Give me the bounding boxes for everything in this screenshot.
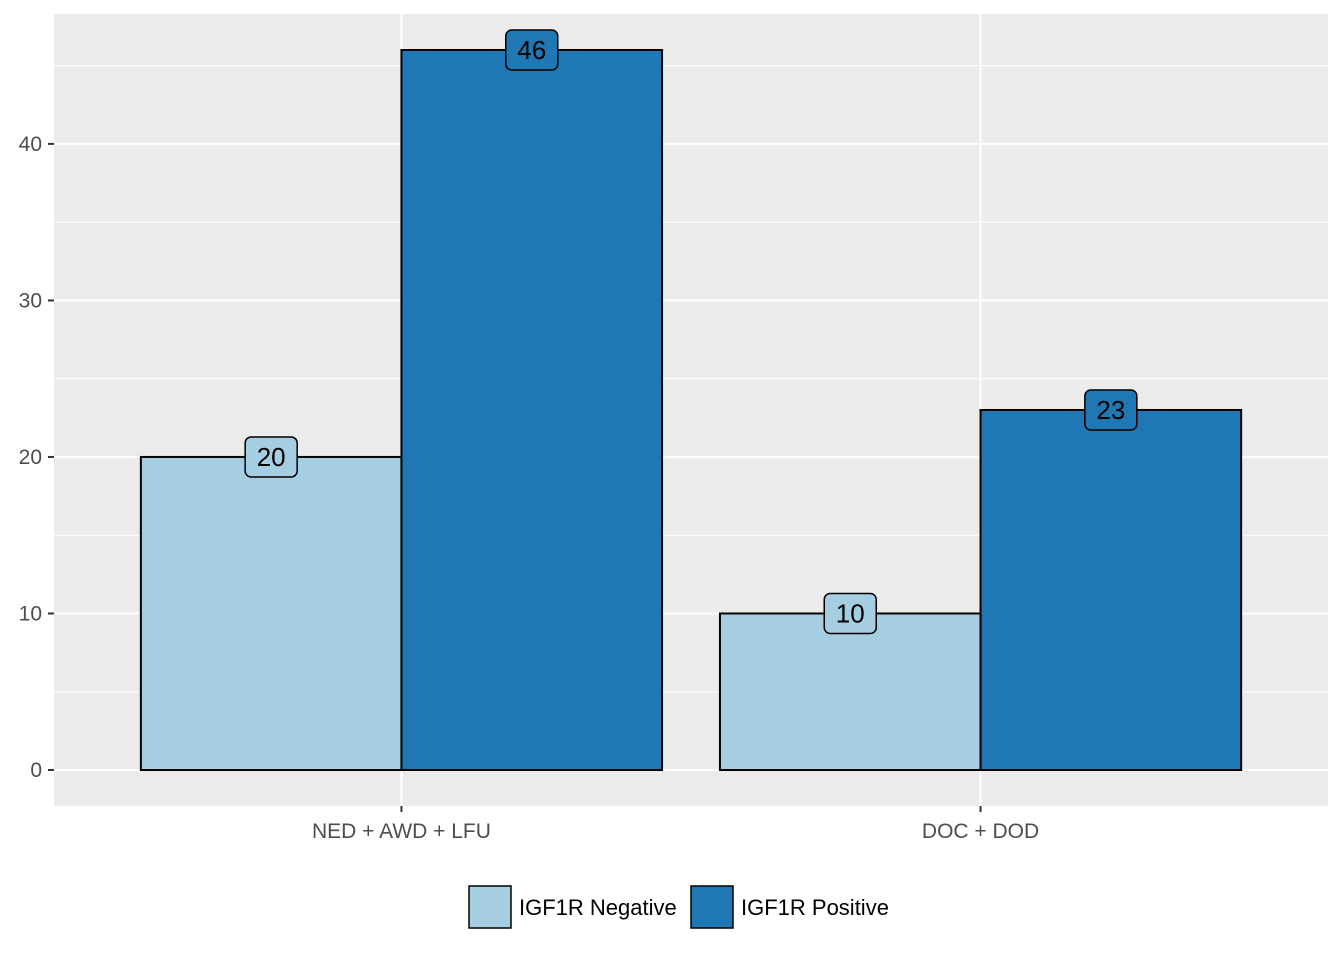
x-tick-label: DOC + DOD: [922, 820, 1039, 843]
y-tick-label: 40: [19, 133, 42, 156]
y-tick-label: 0: [30, 759, 42, 782]
data-label-box: [244, 436, 298, 478]
legend-key: [468, 885, 512, 929]
y-tick-label: 30: [19, 289, 42, 312]
bar: [718, 612, 982, 772]
data-label-box: [823, 592, 877, 635]
data-label-box: [505, 29, 559, 71]
legend-key: [690, 885, 734, 929]
legend-label: IGF1R Positive: [741, 895, 889, 920]
bar: [139, 455, 403, 771]
data-label-box: [1084, 389, 1138, 431]
x-tick-label: NED + AWD + LFU: [312, 820, 491, 843]
y-tick-label: 10: [19, 602, 42, 625]
legend-label: IGF1R Negative: [519, 895, 677, 920]
y-tick-label: 20: [19, 446, 42, 469]
data-label: 10: [836, 598, 865, 628]
data-label: 46: [517, 35, 546, 65]
bar: [400, 49, 664, 771]
bar: [979, 409, 1243, 771]
data-label: 20: [257, 442, 286, 472]
data-label: 23: [1096, 395, 1125, 425]
